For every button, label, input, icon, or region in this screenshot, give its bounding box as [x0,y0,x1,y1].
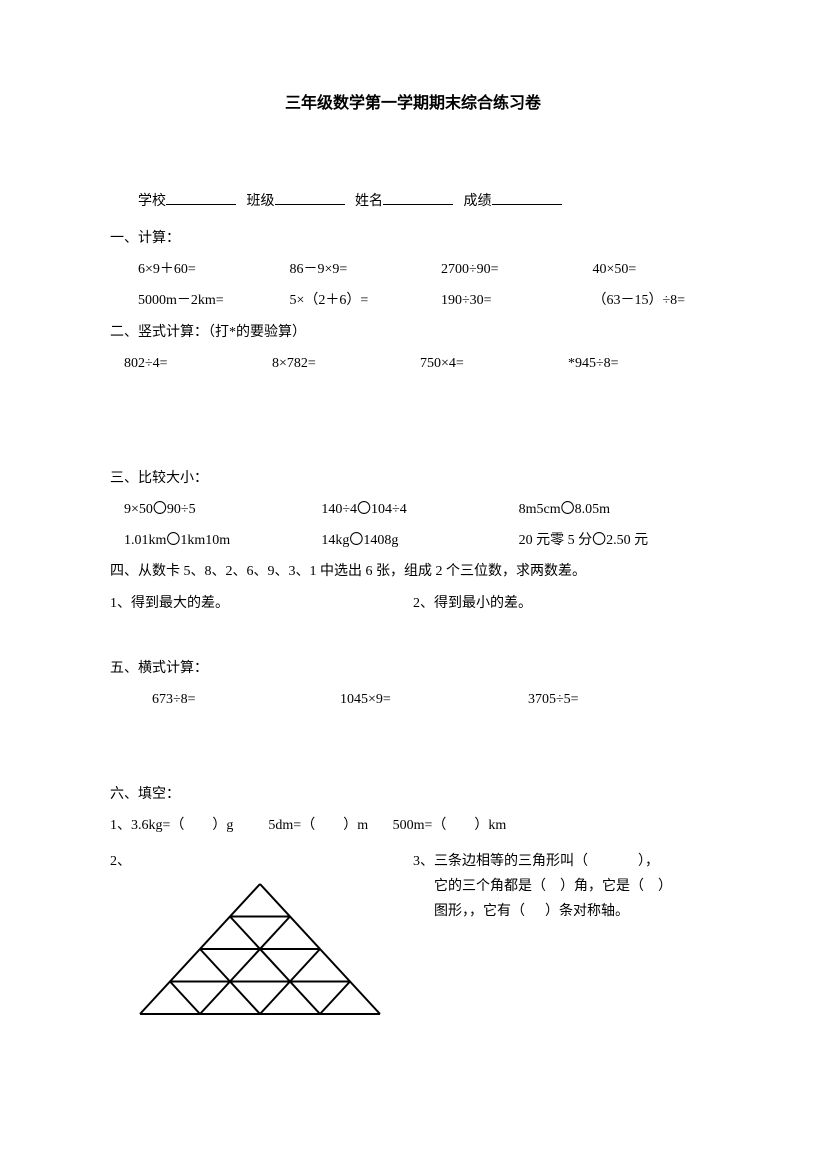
s6-q1-a: 1、3.6kg=（ [110,818,184,833]
s1-r2c3: 190÷30= [413,288,565,313]
s2-r1c1: 802÷4= [124,351,272,376]
s1-r2c4: （63－15）÷8= [565,288,717,313]
s6-q3-line1: 3、三条边相等的三角形叫（ ）， [413,849,716,874]
s1-row1: 6×9＋60= 86－9×9= 2700÷90= 40×50= [110,257,716,282]
s4-q2: 2、得到最小的差。 [413,591,532,616]
class-label: 班级 [247,194,275,209]
s5-r1c2: 1045×9= [340,687,528,712]
s3-r2c2: 14kg〇1408g [321,528,518,553]
school-label: 学校 [138,194,166,209]
s6-q2-label: 2、 [110,854,131,869]
s6-q3-c: 它的三个角都是（ [434,879,546,894]
s2-r1c4: *945÷8= [568,351,716,376]
name-label: 姓名 [355,194,383,209]
s3-r2c3: 20 元零 5 分〇2.50 元 [519,528,716,553]
triangle-grid-figure [130,879,413,1028]
s6-q3-d: ）角，它是（ [560,879,644,894]
s6-q3-line2: 它的三个角都是（ ）角，它是（ ） [413,874,716,899]
section-3-header: 三、比较大小： [110,466,716,491]
student-info-line: 学校 班级 姓名 成绩 [110,189,716,214]
school-blank [166,189,236,205]
s3-row1: 9×50〇90÷5 140÷4〇104÷4 8m5cm〇8.05m [110,497,716,522]
s6-q1-f: ）km [474,818,506,833]
s6-q3-e: ） [658,879,672,894]
s1-r1c2: 86－9×9= [262,257,414,282]
section-2-header: 二、竖式计算：（打*的要验算） [110,320,716,345]
s1-r1c3: 2700÷90= [413,257,565,282]
s6-q2-q3: 2、 3、三条边相 [110,849,716,1028]
s2-r1c3: 750×4= [420,351,568,376]
s6-q1-e: 500m=（ [393,818,447,833]
s6-q2: 2、 [110,849,413,1028]
s6-q3-f: 图形，，它有（ [434,904,525,919]
s1-r2c2: 5×（2＋6）= [262,288,414,313]
s1-row2: 5000m－2km= 5×（2＋6）= 190÷30= （63－15）÷8= [110,288,716,313]
s6-q1: 1、3.6kg=（ ）g 5dm=（ ）m 500m=（ ）km [110,813,716,838]
s2-r1c2: 8×782= [272,351,420,376]
section-6-header: 六、填空： [110,782,716,807]
s6-q3: 3、三条边相等的三角形叫（ ）， 它的三个角都是（ ）角，它是（ ） 图形，，它有（ ）… [413,849,716,925]
s5-r1c3: 3705÷5= [528,687,716,712]
s6-q1-b: ）g [212,818,233,833]
s5-r1c1: 673÷8= [152,687,340,712]
s3-r1c2: 140÷4〇104÷4 [321,497,518,522]
s6-q3-a: 3、三条边相等的三角形叫（ [413,854,588,869]
s6-q1-d: ）m [343,818,368,833]
section-4-header: 四、从数卡 5、8、2、6、9、3、1 中选出 6 张，组成 2 个三位数，求两… [110,559,716,584]
s4-subquestions: 1、得到最大的差。 2、得到最小的差。 [110,591,716,616]
section-5-header: 五、横式计算： [110,656,716,681]
s3-r1c1: 9×50〇90÷5 [124,497,321,522]
score-label: 成绩 [464,194,492,209]
s5-row1: 673÷8= 1045×9= 3705÷5= [110,687,716,712]
s3-row2: 1.01km〇1km10m 14kg〇1408g 20 元零 5 分〇2.50 … [110,528,716,553]
s6-q1-c: 5dm=（ [268,818,315,833]
score-blank [492,189,562,205]
s1-r1c1: 6×9＋60= [110,257,262,282]
s6-q3-line3: 图形，，它有（ ）条对称轴。 [413,899,716,924]
s1-r2c1: 5000m－2km= [110,288,262,313]
s6-q3-g: ）条对称轴。 [545,904,629,919]
name-blank [383,189,453,205]
section-1-header: 一、计算： [110,226,716,251]
class-blank [275,189,345,205]
s4-q1: 1、得到最大的差。 [110,591,413,616]
s1-r1c4: 40×50= [565,257,717,282]
s6-q3-b: ）， [638,854,659,869]
page-title: 三年级数学第一学期期末综合练习卷 [110,90,716,119]
s3-r2c1: 1.01km〇1km10m [124,528,321,553]
s3-r1c3: 8m5cm〇8.05m [519,497,716,522]
s2-row1: 802÷4= 8×782= 750×4= *945÷8= [110,351,716,376]
